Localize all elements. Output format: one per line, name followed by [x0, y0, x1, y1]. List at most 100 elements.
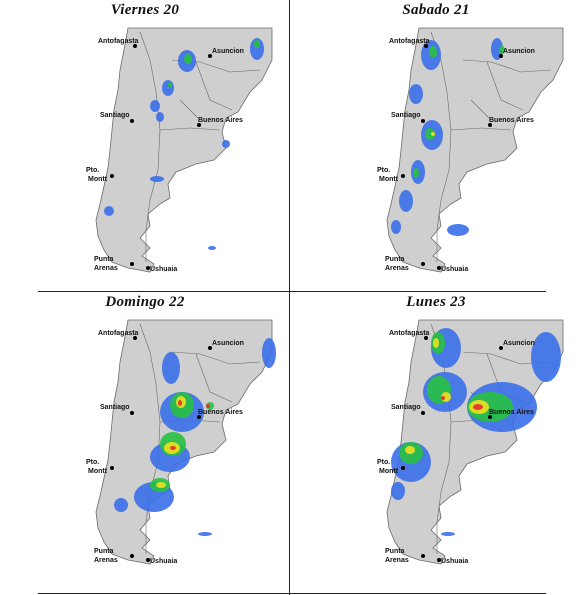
- city-label-antofagasta: Antofagasta: [98, 330, 139, 337]
- city-label-pto: Pto.: [86, 459, 100, 466]
- city-marker: [130, 554, 134, 558]
- rain-area-light: [162, 352, 180, 384]
- country-border: [139, 31, 161, 262]
- city-label-arenas: Arenas: [385, 265, 409, 272]
- country-border: [171, 351, 261, 365]
- city-marker: [133, 44, 137, 48]
- city-marker: [133, 336, 137, 340]
- city-label-arenas: Arenas: [385, 557, 409, 564]
- city-marker: [488, 123, 492, 127]
- land-mass: [386, 27, 564, 273]
- city-marker: [208, 346, 212, 350]
- city-marker: [130, 262, 134, 266]
- panel-title: Lunes 23: [406, 294, 466, 310]
- city-marker: [421, 554, 425, 558]
- rain-area-light: [198, 532, 212, 536]
- rain-area-light: [222, 140, 230, 148]
- rain-area-light: [250, 38, 264, 60]
- city-marker: [110, 466, 114, 470]
- city-label-buenos_aires: Buenos Aires: [489, 409, 534, 416]
- rain-area-mod: [467, 392, 513, 422]
- rain-area-mod: [425, 128, 435, 140]
- city-label-santiago: Santiago: [391, 404, 421, 411]
- rain-area-mod: [168, 82, 172, 88]
- city-marker: [130, 411, 134, 415]
- city-label-pto: Pto.: [86, 167, 100, 174]
- city-label-antofagasta: Antofagasta: [389, 38, 430, 45]
- rain-area-light: [441, 532, 455, 536]
- country-border: [195, 353, 233, 403]
- city-marker: [499, 54, 503, 58]
- map-svg: [95, 26, 276, 276]
- country-border: [195, 61, 233, 111]
- city-label-asuncion: Asuncion: [503, 48, 535, 55]
- panel-lunes: Lunes 23 Antofagasta Asuncion Santiago Buen…: [291, 292, 581, 589]
- panel-viernes: Viernes 20 Antofagasta Asuncion Santiago Bu…: [0, 0, 290, 297]
- city-marker: [499, 346, 503, 350]
- city-marker: [401, 174, 405, 178]
- rain-area-mod: [429, 46, 437, 58]
- city-label-punta: Punta: [385, 548, 405, 555]
- map-svg: [95, 318, 276, 568]
- panel-sabado: Sabado 21 Antofagasta Asuncion Santiago Bue…: [291, 0, 581, 297]
- rain-area-light: [208, 246, 216, 250]
- city-label-asuncion: Asuncion: [212, 48, 244, 55]
- city-label-arenas: Arenas: [94, 557, 118, 564]
- city-label-ushuaia: Ushuaia: [150, 558, 178, 565]
- city-label-antofagasta: Antofagasta: [98, 38, 139, 45]
- city-marker: [146, 266, 150, 270]
- country-border: [430, 31, 452, 262]
- rain-area-heavy: [156, 482, 166, 488]
- city-label-montt: Montt: [379, 468, 399, 475]
- rain-area-mod: [184, 54, 192, 64]
- rain-area-light: [162, 80, 174, 96]
- city-label-buenos_aires: Buenos Aires: [489, 117, 534, 124]
- city-marker: [208, 54, 212, 58]
- rain-area-heavy: [433, 338, 439, 348]
- rain-area-extreme: [178, 400, 182, 406]
- country-border: [450, 127, 512, 131]
- city-label-pto: Pto.: [377, 167, 391, 174]
- city-marker: [130, 119, 134, 123]
- city-marker: [488, 415, 492, 419]
- city-marker: [437, 266, 441, 270]
- city-label-asuncion: Asuncion: [503, 340, 535, 347]
- city-label-punta: Punta: [385, 256, 405, 263]
- city-marker: [424, 44, 428, 48]
- map-svg: [386, 318, 567, 568]
- rain-area-light: [104, 206, 114, 216]
- country-border: [139, 323, 161, 554]
- rain-area-extreme: [206, 404, 210, 408]
- city-marker: [421, 411, 425, 415]
- city-marker: [424, 336, 428, 340]
- city-label-punta: Punta: [94, 548, 114, 555]
- rain-area-mod: [254, 40, 260, 48]
- rain-area-extreme: [473, 404, 483, 410]
- rain-area-light: [150, 100, 160, 112]
- panel-title: Viernes 20: [110, 2, 180, 18]
- country-border: [462, 59, 552, 73]
- city-label-ushuaia: Ushuaia: [441, 558, 469, 565]
- city-label-ushuaia: Ushuaia: [441, 266, 469, 273]
- rain-area-light: [409, 84, 423, 104]
- panel-domingo: Domingo 22 Antofagasta Asuncion Santiago Bu…: [0, 292, 290, 589]
- rain-area-extreme: [170, 446, 176, 450]
- country-border: [486, 61, 524, 111]
- panel-title: Sabado 21: [402, 2, 470, 18]
- divider-vertical: [289, 0, 290, 595]
- divider-horizontal: [38, 291, 546, 292]
- rain-area-light: [399, 190, 413, 212]
- city-label-santiago: Santiago: [100, 404, 130, 411]
- rain-area-mod: [413, 168, 419, 178]
- city-label-ushuaia: Ushuaia: [150, 266, 178, 273]
- city-marker: [421, 119, 425, 123]
- panel-title: Domingo 22: [105, 294, 185, 310]
- city-label-santiago: Santiago: [100, 112, 130, 119]
- divider-bottom: [38, 593, 546, 594]
- country-border: [179, 99, 199, 119]
- rain-area-mod: [499, 46, 505, 54]
- land-mass: [95, 27, 273, 273]
- rain-area-heavy: [405, 446, 415, 454]
- city-label-montt: Montt: [379, 176, 399, 183]
